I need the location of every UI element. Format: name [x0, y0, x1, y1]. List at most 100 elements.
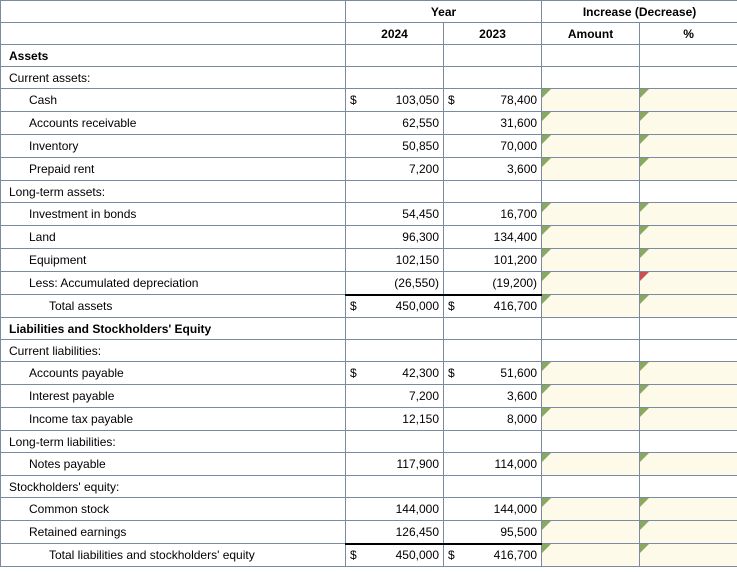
header-amount: Amount: [542, 23, 640, 45]
amount-input[interactable]: [640, 362, 737, 385]
amount-input[interactable]: [542, 408, 640, 431]
header-2024: 2024: [346, 23, 444, 45]
value-2023: (19,200): [464, 272, 542, 295]
amount-input[interactable]: [640, 498, 737, 521]
currency-2023: $: [444, 362, 464, 385]
currency-2024: [346, 135, 366, 158]
amount-input[interactable]: [640, 89, 737, 112]
currency-2023: [444, 226, 464, 249]
value-2023: 114,000: [464, 453, 542, 476]
value-2024: 42,300: [366, 362, 444, 385]
header-percent: %: [640, 23, 737, 45]
row-label: Long-term assets:: [1, 181, 346, 203]
amount-input[interactable]: [542, 272, 640, 295]
amount-input[interactable]: [542, 498, 640, 521]
amount-input[interactable]: [640, 295, 737, 318]
table-row: Equipment102,150101,200: [1, 249, 737, 272]
amount-input[interactable]: [640, 226, 737, 249]
currency-2023: [444, 135, 464, 158]
table-row: Accounts payable$42,300$51,600: [1, 362, 737, 385]
amount-input[interactable]: [640, 521, 737, 544]
table-row: Inventory50,85070,000: [1, 135, 737, 158]
value-2024: 117,900: [366, 453, 444, 476]
value-2023: 51,600: [464, 362, 542, 385]
amount-input[interactable]: [542, 249, 640, 272]
currency-2023: [444, 203, 464, 226]
amount-input[interactable]: [542, 112, 640, 135]
table-row: Accounts receivable62,55031,600: [1, 112, 737, 135]
amount-input[interactable]: [640, 135, 737, 158]
currency-2023: [444, 112, 464, 135]
amount-input-red[interactable]: [640, 272, 737, 295]
value-2024: 96,300: [366, 226, 444, 249]
row-label: Notes payable: [1, 453, 346, 476]
value-2023: 144,000: [464, 498, 542, 521]
row-label: Accounts receivable: [1, 112, 346, 135]
table-row: Stockholders' equity:: [1, 476, 737, 498]
amount-input[interactable]: [640, 158, 737, 181]
table-row: Long-term assets:: [1, 181, 737, 203]
value-2023: 8,000: [464, 408, 542, 431]
table-row: Income tax payable 12,150 8,000: [1, 408, 737, 431]
currency-2024: $: [346, 362, 366, 385]
amount-input[interactable]: [640, 249, 737, 272]
amount-input[interactable]: [542, 544, 640, 567]
amount-input[interactable]: [542, 521, 640, 544]
table-row: Retained earnings126,45095,500: [1, 521, 737, 544]
amount-input[interactable]: [640, 544, 737, 567]
value-2024: 12,150: [366, 408, 444, 431]
row-label: Less: Accumulated depreciation: [1, 272, 346, 295]
currency-2023: [444, 249, 464, 272]
balance-sheet-table: Year Increase (Decrease) 2024 2023 Amoun…: [0, 0, 737, 567]
header-increase: Increase (Decrease): [542, 1, 737, 23]
table-row: Cash$103,050$78,400: [1, 89, 737, 112]
currency-2024: $: [346, 89, 366, 112]
table-row: Total liabilities and stockholders' equi…: [1, 544, 737, 567]
row-label: Total assets: [1, 295, 346, 318]
amount-input[interactable]: [542, 226, 640, 249]
currency-2023: $: [444, 89, 464, 112]
amount-input[interactable]: [542, 362, 640, 385]
table-row: Common stock144,000144,000: [1, 498, 737, 521]
amount-input[interactable]: [542, 135, 640, 158]
table-body: AssetsCurrent assets:Cash$103,050$78,400…: [1, 45, 737, 567]
amount-input[interactable]: [542, 453, 640, 476]
currency-2024: [346, 408, 366, 431]
value-2024: 50,850: [366, 135, 444, 158]
value-2023: 3,600: [464, 158, 542, 181]
amount-input[interactable]: [640, 112, 737, 135]
row-label: Stockholders' equity:: [1, 476, 346, 498]
row-label: Income tax payable: [1, 408, 346, 431]
currency-2024: [346, 498, 366, 521]
value-2024: (26,550): [366, 272, 444, 295]
value-2023: 31,600: [464, 112, 542, 135]
amount-input[interactable]: [542, 295, 640, 318]
currency-2024: $: [346, 544, 366, 567]
currency-2024: [346, 158, 366, 181]
amount-input[interactable]: [640, 453, 737, 476]
amount-input[interactable]: [542, 385, 640, 408]
row-label: Cash: [1, 89, 346, 112]
currency-2023: [444, 408, 464, 431]
table-row: Investment in bonds54,45016,700: [1, 203, 737, 226]
amount-input[interactable]: [640, 203, 737, 226]
header-2023: 2023: [444, 23, 542, 45]
amount-input[interactable]: [542, 158, 640, 181]
currency-2024: [346, 203, 366, 226]
row-label: Total liabilities and stockholders' equi…: [1, 544, 346, 567]
row-label: Liabilities and Stockholders' Equity: [1, 318, 346, 340]
header-blank: [1, 1, 346, 23]
currency-2023: [444, 498, 464, 521]
amount-input[interactable]: [640, 408, 737, 431]
currency-2024: [346, 385, 366, 408]
value-2024: 7,200: [366, 158, 444, 181]
table-row: Land96,300134,400: [1, 226, 737, 249]
value-2024: 102,150: [366, 249, 444, 272]
amount-input[interactable]: [542, 203, 640, 226]
row-label: Long-term liabilities:: [1, 431, 346, 453]
amount-input[interactable]: [640, 385, 737, 408]
amount-input[interactable]: [542, 89, 640, 112]
currency-2024: [346, 112, 366, 135]
value-2024: 144,000: [366, 498, 444, 521]
row-label: Current liabilities:: [1, 340, 346, 362]
